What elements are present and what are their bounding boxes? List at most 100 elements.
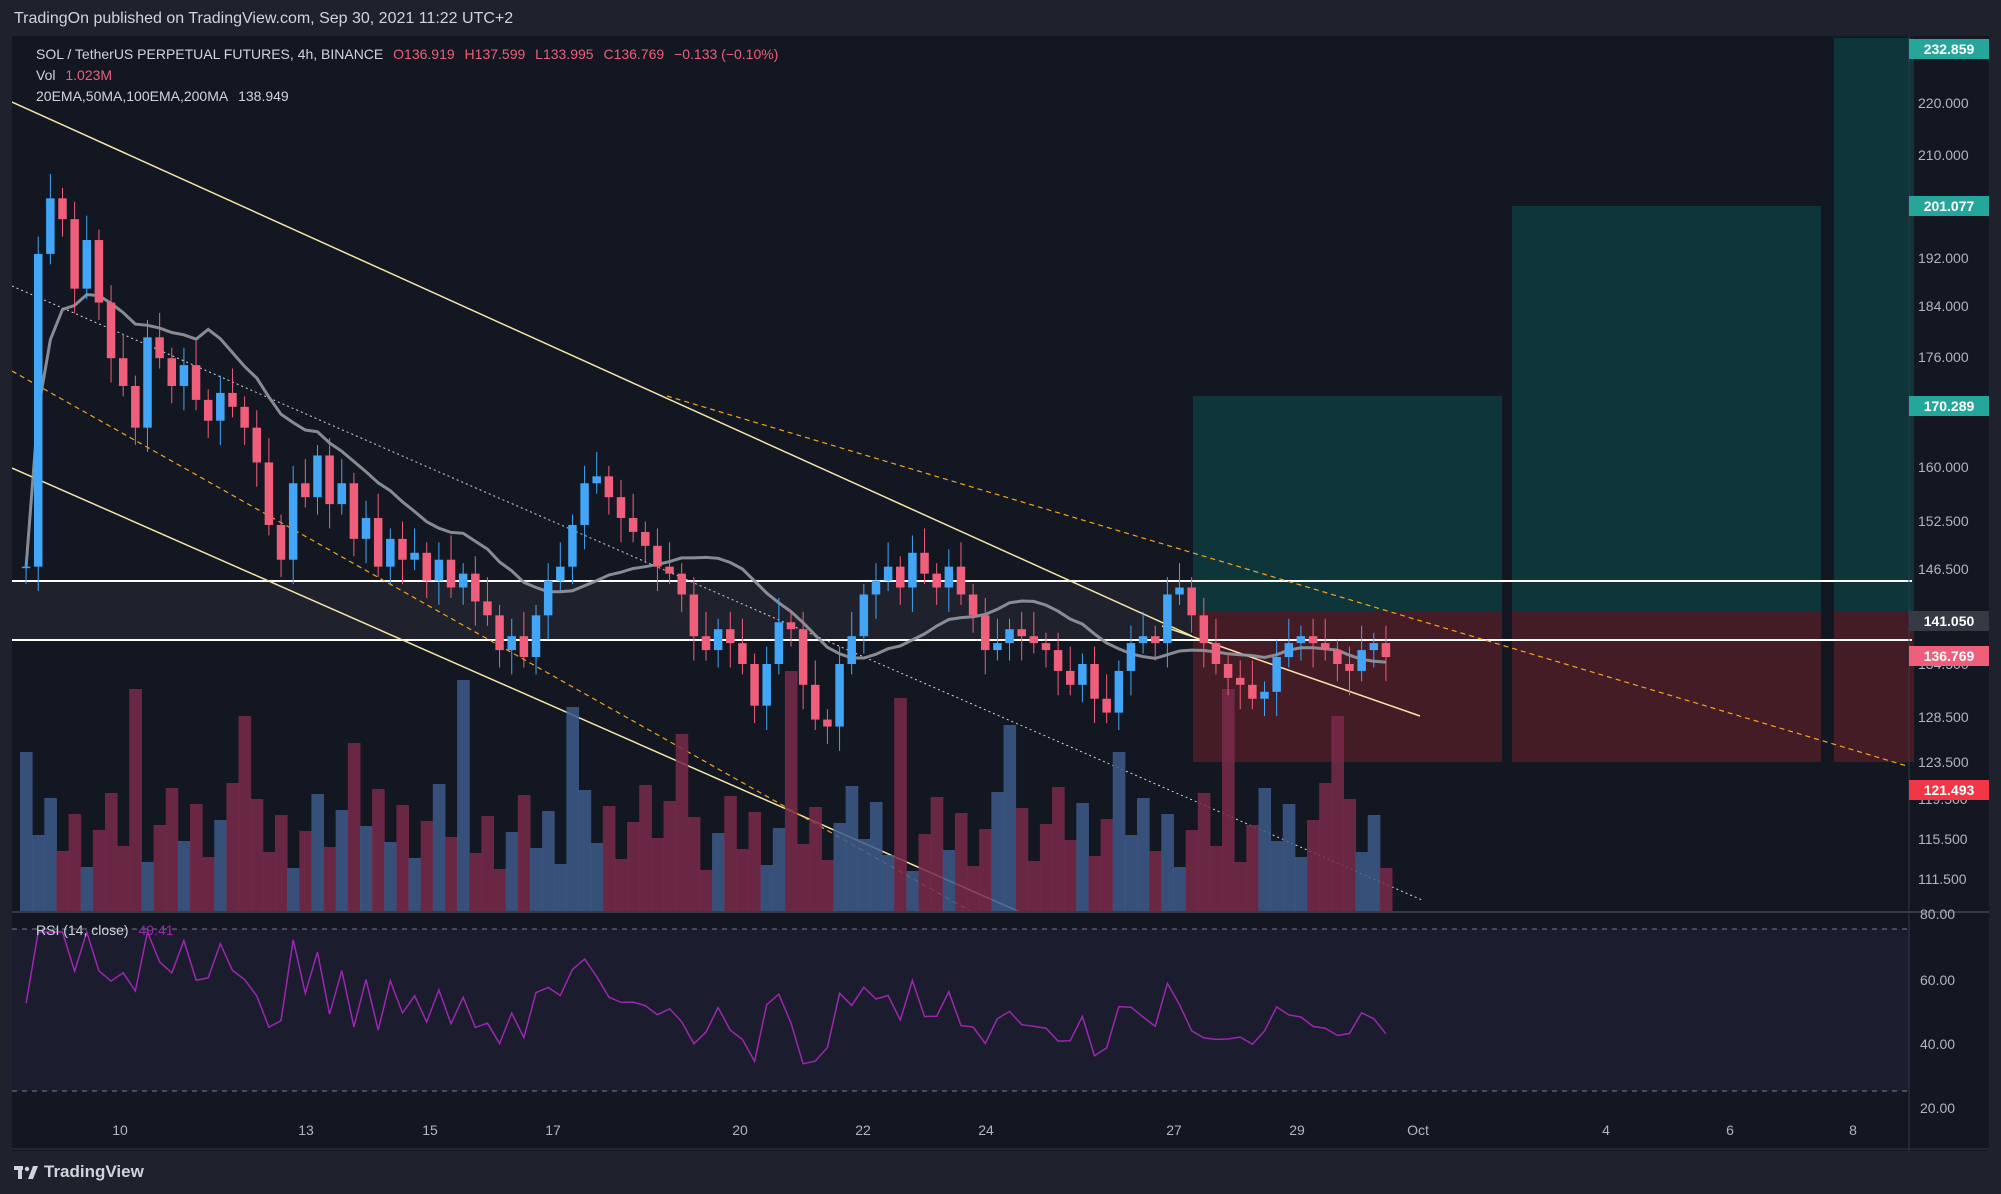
candle-body	[920, 552, 929, 574]
candle-body	[1248, 684, 1257, 699]
volume-bar	[1161, 814, 1174, 912]
price-tag-label: 201.077	[1924, 198, 1975, 214]
candlesticks[interactable]	[21, 174, 1391, 751]
candle-body	[665, 566, 674, 574]
candle-body	[883, 566, 893, 581]
volume-bar	[578, 790, 592, 912]
volume-bar	[1319, 783, 1332, 912]
tradingview-logo[interactable]: TradingView	[14, 1162, 144, 1182]
long-position-boxes[interactable]	[1193, 38, 1914, 762]
candle-body	[337, 483, 347, 505]
volume-bar	[1355, 852, 1369, 912]
candle-body	[1296, 636, 1306, 644]
price-axis-label: 146.500	[1918, 561, 1969, 577]
candle-body	[1223, 663, 1233, 678]
stop-zone-1	[1193, 611, 1502, 762]
volume-bar	[104, 793, 118, 912]
volume-bar	[712, 833, 725, 912]
candle-body	[726, 629, 735, 644]
volume-bar	[262, 852, 276, 912]
time-axis-label: 29	[1289, 1122, 1305, 1138]
legend-volume: Vol 1.023M	[36, 67, 118, 83]
target-zone-2	[1512, 206, 1821, 611]
candle-body	[288, 483, 298, 560]
volume-bar	[821, 860, 834, 912]
price-tag	[1909, 396, 1989, 416]
volume-bar	[1367, 815, 1381, 912]
rsi-axis-label: 40.00	[1920, 1036, 1955, 1052]
volume-bar	[287, 868, 300, 912]
volume-bar	[469, 853, 482, 912]
rsi-axis[interactable]: 80.00 60.00 40.00 20.00	[1920, 906, 1955, 1116]
rsi-axis-label: 20.00	[1920, 1100, 1955, 1116]
volume-bar	[687, 817, 701, 912]
time-axis[interactable]: 10 13 15 17 20 22 24 27 29 Oct 4 6 8	[112, 1122, 1857, 1138]
symbol-label: SOL / TetherUS PERPETUAL FUTURES, 4h, BI…	[36, 46, 384, 62]
candle-body	[1114, 670, 1124, 713]
candle-body	[1357, 650, 1366, 671]
legend-main: SOL / TetherUS PERPETUAL FUTURES, 4h, BI…	[36, 46, 784, 62]
candle-body	[543, 580, 553, 616]
level-band	[12, 581, 1192, 640]
price-tag	[1909, 39, 1989, 59]
chart-frame[interactable]: 230.000220.000210.000192.000184.000176.0…	[12, 36, 1989, 1151]
volume-value: 1.023M	[65, 67, 113, 83]
volume-bar	[335, 810, 349, 912]
tradingview-logo-icon	[14, 1166, 38, 1179]
volume-bar	[724, 796, 737, 912]
volume-bar	[80, 867, 94, 912]
price-axis[interactable]: 230.000220.000210.000192.000184.000176.0…	[1918, 46, 1969, 887]
candle-body	[264, 462, 274, 525]
volume-bar	[663, 801, 677, 912]
volume-bar	[918, 834, 932, 912]
time-axis-label: 13	[298, 1122, 314, 1138]
candle-body	[1284, 643, 1294, 658]
volume-bar	[432, 784, 446, 912]
price-axis-label: 184.000	[1918, 298, 1969, 314]
volume-bar	[1003, 725, 1017, 912]
candle-body	[361, 518, 371, 539]
candle-body	[58, 198, 67, 220]
volume-bar	[177, 841, 191, 912]
candle-body	[944, 566, 954, 588]
candle-body	[556, 566, 565, 581]
volume-label: Vol	[36, 67, 56, 83]
candle-body	[1211, 643, 1221, 664]
time-axis-label: 10	[112, 1122, 128, 1138]
candle-body	[301, 483, 310, 498]
candle-body	[871, 580, 881, 595]
candle-body	[507, 636, 516, 651]
volume-bar	[1124, 835, 1138, 912]
volume-bar	[602, 806, 616, 912]
volume-bar	[809, 807, 822, 912]
candle-body	[1345, 663, 1354, 671]
time-axis-label: 20	[732, 1122, 748, 1138]
volume-bar	[1282, 804, 1296, 912]
volume-bar	[748, 812, 762, 912]
volume-bar	[1307, 820, 1320, 912]
volume-bar	[1027, 861, 1041, 912]
volume-bar	[869, 802, 883, 912]
candle-body	[592, 476, 601, 484]
candle-body	[1090, 663, 1099, 699]
volume-bar	[882, 855, 895, 912]
candle-body	[798, 629, 808, 685]
candle-body	[896, 566, 905, 588]
low-value: L133.995	[535, 46, 594, 62]
time-axis-label: Oct	[1407, 1122, 1429, 1138]
price-axis-label: 210.000	[1918, 147, 1969, 163]
candle-body	[956, 566, 966, 595]
volume-bar	[250, 799, 264, 912]
candle-body	[1381, 643, 1391, 658]
target-zone-1	[1193, 396, 1502, 611]
candle-body	[325, 455, 334, 505]
time-axis-label: 6	[1726, 1122, 1734, 1138]
candle-body	[203, 399, 213, 421]
volume-bar	[651, 838, 665, 912]
candle-body	[993, 643, 1002, 651]
publisher-text: TradingOn published on TradingView.com, …	[14, 10, 514, 27]
volume-bar	[92, 830, 106, 912]
chart-canvas[interactable]: 230.000220.000210.000192.000184.000176.0…	[12, 36, 1989, 1151]
volume-bar	[1343, 799, 1357, 912]
candle-body	[604, 476, 614, 498]
